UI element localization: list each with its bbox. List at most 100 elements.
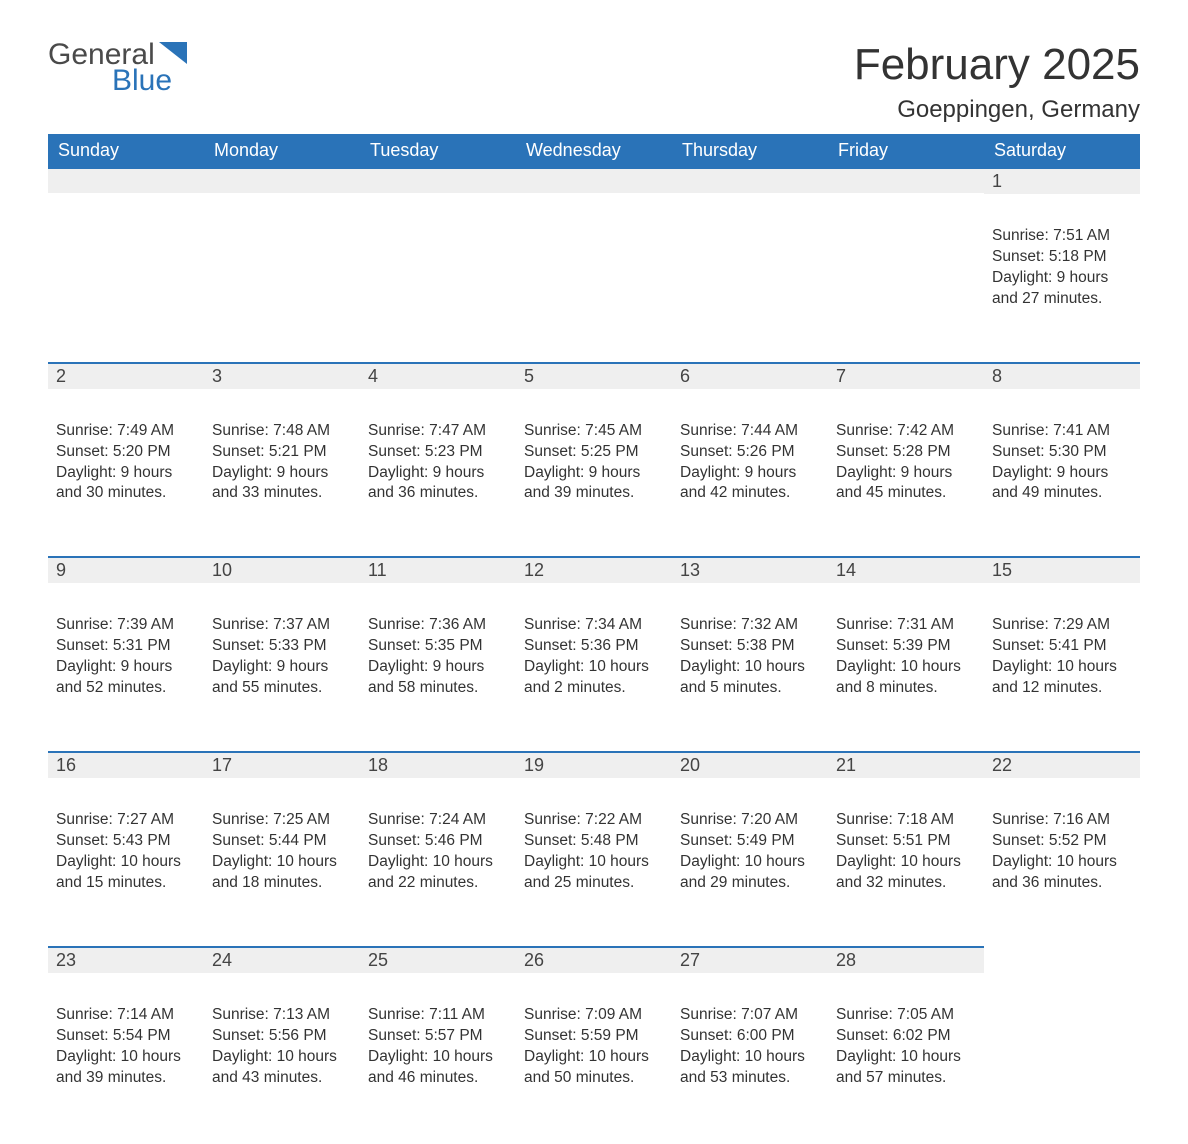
sunrise-text: Sunrise: 7:29 AM xyxy=(992,615,1132,636)
sunrise-text: Sunrise: 7:51 AM xyxy=(992,226,1132,247)
day-number: 9 xyxy=(48,556,204,583)
sunrise-text: Sunrise: 7:18 AM xyxy=(836,810,976,831)
day-body xyxy=(48,222,204,314)
day-body xyxy=(516,222,672,314)
sunset-text: Sunset: 5:49 PM xyxy=(680,831,820,852)
daylight-text: Daylight: 9 hours and 30 minutes. xyxy=(56,463,196,505)
day-number: 4 xyxy=(360,362,516,389)
sunset-text: Sunset: 5:44 PM xyxy=(212,831,352,852)
daylight-text: Daylight: 10 hours and 18 minutes. xyxy=(212,852,352,894)
day-number: 7 xyxy=(828,362,984,389)
sunset-text: Sunset: 5:36 PM xyxy=(524,636,664,657)
day-body: Sunrise: 7:14 AMSunset: 5:54 PMDaylight:… xyxy=(48,1001,204,1105)
sunrise-text: Sunrise: 7:34 AM xyxy=(524,615,664,636)
day-number: 15 xyxy=(984,556,1140,583)
week-separator xyxy=(48,534,1140,556)
day-body: Sunrise: 7:11 AMSunset: 5:57 PMDaylight:… xyxy=(360,1001,516,1105)
sunrise-text: Sunrise: 7:47 AM xyxy=(368,421,508,442)
week-body-row: Sunrise: 7:14 AMSunset: 5:54 PMDaylight:… xyxy=(48,987,1140,1105)
sunrise-text: Sunrise: 7:14 AM xyxy=(56,1005,196,1026)
sunset-text: Sunset: 5:18 PM xyxy=(992,247,1132,268)
page-header: General Blue February 2025 Goeppingen, G… xyxy=(48,40,1140,124)
day-number: 21 xyxy=(828,751,984,778)
daylight-text: Daylight: 9 hours and 55 minutes. xyxy=(212,657,352,699)
sunset-text: Sunset: 5:39 PM xyxy=(836,636,976,657)
day-body: Sunrise: 7:13 AMSunset: 5:56 PMDaylight:… xyxy=(204,1001,360,1105)
sunset-text: Sunset: 5:52 PM xyxy=(992,831,1132,852)
day-body: Sunrise: 7:31 AMSunset: 5:39 PMDaylight:… xyxy=(828,611,984,715)
day-body: Sunrise: 7:44 AMSunset: 5:26 PMDaylight:… xyxy=(672,417,828,521)
brand-logo: General Blue xyxy=(48,40,187,96)
daylight-text: Daylight: 10 hours and 43 minutes. xyxy=(212,1047,352,1089)
day-body: Sunrise: 7:37 AMSunset: 5:33 PMDaylight:… xyxy=(204,611,360,715)
day-body: Sunrise: 7:29 AMSunset: 5:41 PMDaylight:… xyxy=(984,611,1140,715)
sunset-text: Sunset: 5:33 PM xyxy=(212,636,352,657)
daylight-text: Daylight: 9 hours and 58 minutes. xyxy=(368,657,508,699)
daylight-text: Daylight: 9 hours and 36 minutes. xyxy=(368,463,508,505)
sunset-text: Sunset: 5:26 PM xyxy=(680,442,820,463)
day-number: 24 xyxy=(204,946,360,973)
day-body: Sunrise: 7:20 AMSunset: 5:49 PMDaylight:… xyxy=(672,806,828,910)
sunset-text: Sunset: 6:00 PM xyxy=(680,1026,820,1047)
weekday-header-row: SundayMondayTuesdayWednesdayThursdayFrid… xyxy=(48,134,1140,167)
sunrise-text: Sunrise: 7:25 AM xyxy=(212,810,352,831)
daylight-text: Daylight: 10 hours and 32 minutes. xyxy=(836,852,976,894)
empty-day xyxy=(204,167,360,193)
day-number: 6 xyxy=(672,362,828,389)
daylight-text: Daylight: 10 hours and 46 minutes. xyxy=(368,1047,508,1089)
daylight-text: Daylight: 10 hours and 39 minutes. xyxy=(56,1047,196,1089)
sunset-text: Sunset: 5:28 PM xyxy=(836,442,976,463)
day-number: 22 xyxy=(984,751,1140,778)
daylight-text: Daylight: 9 hours and 45 minutes. xyxy=(836,463,976,505)
day-body: Sunrise: 7:25 AMSunset: 5:44 PMDaylight:… xyxy=(204,806,360,910)
sunrise-text: Sunrise: 7:27 AM xyxy=(56,810,196,831)
sunset-text: Sunset: 5:23 PM xyxy=(368,442,508,463)
sunrise-text: Sunrise: 7:49 AM xyxy=(56,421,196,442)
weekday-header: Friday xyxy=(828,134,984,167)
weekday-header: Thursday xyxy=(672,134,828,167)
sunrise-text: Sunrise: 7:44 AM xyxy=(680,421,820,442)
day-body: Sunrise: 7:05 AMSunset: 6:02 PMDaylight:… xyxy=(828,1001,984,1105)
sunset-text: Sunset: 5:54 PM xyxy=(56,1026,196,1047)
day-body xyxy=(984,1001,1140,1093)
empty-day xyxy=(828,167,984,193)
week-daynum-row: 1 xyxy=(48,167,1140,208)
daylight-text: Daylight: 10 hours and 25 minutes. xyxy=(524,852,664,894)
sunrise-text: Sunrise: 7:05 AM xyxy=(836,1005,976,1026)
day-body: Sunrise: 7:49 AMSunset: 5:20 PMDaylight:… xyxy=(48,417,204,521)
daylight-text: Daylight: 9 hours and 49 minutes. xyxy=(992,463,1132,505)
day-body: Sunrise: 7:51 AMSunset: 5:18 PMDaylight:… xyxy=(984,222,1140,326)
weekday-header: Monday xyxy=(204,134,360,167)
sunrise-text: Sunrise: 7:13 AM xyxy=(212,1005,352,1026)
day-number: 20 xyxy=(672,751,828,778)
sunset-text: Sunset: 5:21 PM xyxy=(212,442,352,463)
sunset-text: Sunset: 5:31 PM xyxy=(56,636,196,657)
daylight-text: Daylight: 9 hours and 27 minutes. xyxy=(992,268,1132,310)
day-body: Sunrise: 7:07 AMSunset: 6:00 PMDaylight:… xyxy=(672,1001,828,1105)
day-number: 23 xyxy=(48,946,204,973)
daylight-text: Daylight: 10 hours and 2 minutes. xyxy=(524,657,664,699)
sunrise-text: Sunrise: 7:45 AM xyxy=(524,421,664,442)
daylight-text: Daylight: 10 hours and 53 minutes. xyxy=(680,1047,820,1089)
empty-day xyxy=(48,167,204,193)
day-body xyxy=(672,222,828,314)
daylight-text: Daylight: 9 hours and 33 minutes. xyxy=(212,463,352,505)
week-separator xyxy=(48,924,1140,946)
day-number: 8 xyxy=(984,362,1140,389)
sunset-text: Sunset: 5:35 PM xyxy=(368,636,508,657)
sunrise-text: Sunrise: 7:41 AM xyxy=(992,421,1132,442)
calendar-table: SundayMondayTuesdayWednesdayThursdayFrid… xyxy=(48,134,1140,1104)
weekday-header: Tuesday xyxy=(360,134,516,167)
day-number: 2 xyxy=(48,362,204,389)
sunrise-text: Sunrise: 7:22 AM xyxy=(524,810,664,831)
day-number: 12 xyxy=(516,556,672,583)
day-body: Sunrise: 7:39 AMSunset: 5:31 PMDaylight:… xyxy=(48,611,204,715)
sunset-text: Sunset: 5:56 PM xyxy=(212,1026,352,1047)
daylight-text: Daylight: 9 hours and 39 minutes. xyxy=(524,463,664,505)
week-daynum-row: 232425262728 xyxy=(48,946,1140,987)
week-body-row: Sunrise: 7:49 AMSunset: 5:20 PMDaylight:… xyxy=(48,403,1140,535)
day-number: 3 xyxy=(204,362,360,389)
sunrise-text: Sunrise: 7:32 AM xyxy=(680,615,820,636)
day-body: Sunrise: 7:18 AMSunset: 5:51 PMDaylight:… xyxy=(828,806,984,910)
day-body: Sunrise: 7:48 AMSunset: 5:21 PMDaylight:… xyxy=(204,417,360,521)
